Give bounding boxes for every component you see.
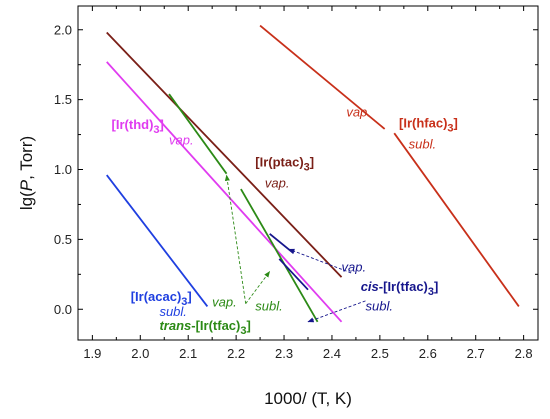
y-axis-title-suffix: , Torr) xyxy=(17,136,36,180)
annotation-cis-part-2: 3 xyxy=(428,286,434,298)
y-tick-label: 1.0 xyxy=(54,162,72,177)
series-group xyxy=(106,24,520,323)
annotation-trans-part-2: 3 xyxy=(240,325,246,337)
annotation-ptac: [Ir(ptac)3] xyxy=(255,155,314,174)
x-tick-label: 2.3 xyxy=(275,346,293,361)
series-line-2 xyxy=(106,61,343,323)
series-line-6 xyxy=(259,24,386,130)
y-tick-label: 1.5 xyxy=(54,92,72,107)
pointer-arrow-4 xyxy=(307,300,366,323)
pointer-arrow-3 xyxy=(288,248,352,274)
series-line-1 xyxy=(106,31,343,278)
annotation-cis-part-1: -[Ir(tfac) xyxy=(379,279,428,294)
annotation-cis-part-0: cis xyxy=(361,279,379,294)
annotation-hfac: [Ir(hfac)3] xyxy=(399,116,458,135)
annotation-acac: [Ir(acac)3] xyxy=(131,289,192,308)
x-tick-label: 2.7 xyxy=(467,346,485,361)
annotation-thd-vap-part-0: vap. xyxy=(169,132,194,147)
axes: 1.9 2.0 2.1 2.2 2.3 2.4 2.5 2.6 2.7 2.8 0.0 0.5 1.0 1… xyxy=(54,5,539,361)
annotation-trans-vap-part-0: vap. xyxy=(212,294,237,309)
annotation-thd-vap: vap. xyxy=(169,132,194,147)
pointer-arrow-2 xyxy=(245,271,271,304)
annotation-thd: [Ir(thd)3] xyxy=(112,117,164,136)
x-tick-label: 2.8 xyxy=(515,346,533,361)
annotation-hfac-part-0: [Ir(hfac) xyxy=(399,116,447,131)
annotation-hfac-subl-part-0: subl. xyxy=(409,137,436,152)
y-axis-title-prefix: lg( xyxy=(17,191,36,210)
annotations: [Ir(thd)3]vap.[Ir(ptac)3]vap.[Ir(hfac)3]… xyxy=(112,104,458,337)
annotation-trans-part-0: trans xyxy=(159,318,191,333)
annotation-cis-part-3: ] xyxy=(434,279,438,294)
annotation-cis-subl-part-0: subl. xyxy=(366,299,393,314)
annotation-ptac-part-1: 3 xyxy=(304,162,310,174)
y-axis-title-variable: P xyxy=(17,179,36,191)
annotation-acac-part-2: ] xyxy=(187,289,191,304)
y-tick-label: 0.5 xyxy=(54,232,72,247)
y-tick-label: 0.0 xyxy=(54,302,72,317)
annotation-trans-part-1: -[Ir(tfac) xyxy=(191,318,240,333)
series-line-3 xyxy=(106,174,209,308)
x-tick-label: 2.4 xyxy=(323,346,341,361)
x-tick-label: 1.9 xyxy=(83,346,101,361)
annotation-cis-vap-part-0: vap. xyxy=(342,260,367,275)
x-tick-label: 2.0 xyxy=(131,346,149,361)
annotation-hfac-subl: subl. xyxy=(409,137,436,152)
annotation-thd-part-1: 3 xyxy=(153,124,159,136)
pointer-arrow-1 xyxy=(224,174,247,304)
annotation-acac-subl-part-0: subl. xyxy=(159,304,186,319)
annotation-cis-vap: vap. xyxy=(342,260,367,275)
annotation-trans: trans-[Ir(tfac)3] xyxy=(159,318,250,337)
annotation-trans-subl-part-0: subl. xyxy=(255,299,282,314)
annotation-hfac-part-1: 3 xyxy=(447,123,453,135)
y-tick-label: 2.0 xyxy=(54,22,72,37)
series-line-9 xyxy=(278,258,309,291)
annotation-cis-subl: subl. xyxy=(366,299,393,314)
annotation-hfac-part-2: ] xyxy=(454,116,458,131)
annotation-trans-vap: vap. xyxy=(212,294,237,309)
annotation-trans-subl: subl. xyxy=(255,299,282,314)
annotation-cis: cis-[Ir(tfac)3] xyxy=(361,279,439,298)
y-axis-title: lg(P, Torr) xyxy=(17,136,36,210)
annotation-thd-part-0: [Ir(thd) xyxy=(112,117,154,132)
series-line-7 xyxy=(393,132,520,307)
annotation-acac-part-0: [Ir(acac) xyxy=(131,289,182,304)
annotation-thd-part-2: ] xyxy=(160,117,164,132)
pointer-arrows xyxy=(224,174,366,323)
series-line-4 xyxy=(168,93,228,175)
x-tick-label: 2.2 xyxy=(227,346,245,361)
x-tick-label: 2.5 xyxy=(371,346,389,361)
x-tick-label: 2.1 xyxy=(179,346,197,361)
annotation-ptac-vap-part-0: vap. xyxy=(265,176,290,191)
x-axis-title: 1000/ (T, K) xyxy=(264,389,352,408)
annotation-acac-part-1: 3 xyxy=(181,296,187,308)
annotation-acac-subl: subl. xyxy=(159,304,186,319)
annotation-ptac-vap: vap. xyxy=(265,176,290,191)
annotation-ptac-part-0: [Ir(ptac) xyxy=(255,155,303,170)
annotation-ptac-part-2: ] xyxy=(310,155,314,170)
annotation-hfac-vap: vap. xyxy=(346,104,371,119)
series-line-5 xyxy=(240,188,319,323)
annotation-hfac-vap-part-0: vap. xyxy=(346,104,371,119)
x-tick-label: 2.6 xyxy=(419,346,437,361)
annotation-trans-part-3: ] xyxy=(246,318,250,333)
